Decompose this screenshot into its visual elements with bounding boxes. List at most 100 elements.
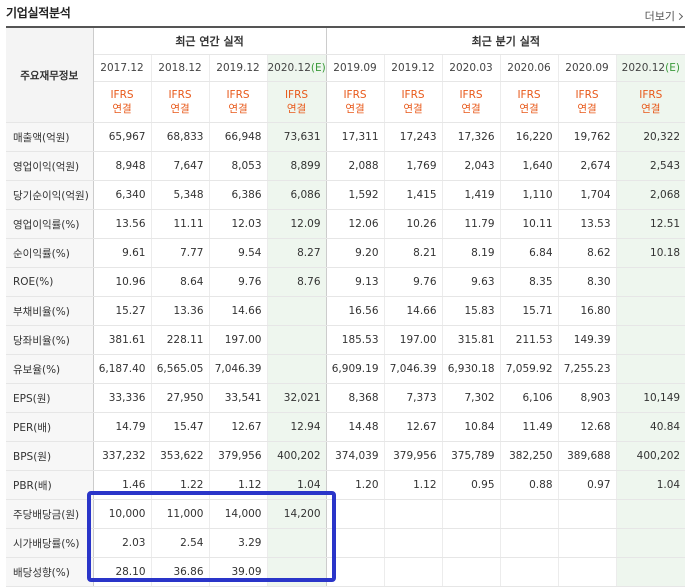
value-cell <box>442 528 501 558</box>
period-header: 2020.12(E) <box>267 54 327 82</box>
row-label: 배당성향(%) <box>6 557 94 587</box>
value-cell: 14.66 <box>209 296 268 326</box>
value-cell: 12.67 <box>384 412 443 442</box>
value-cell: 375,789 <box>442 441 501 471</box>
chevron-right-icon <box>675 12 684 21</box>
accounting-type: IFRS 연결 <box>151 81 210 123</box>
value-cell: 6,386 <box>209 180 268 210</box>
value-cell: 379,956 <box>209 441 268 471</box>
value-cell: 8.76 <box>267 267 327 297</box>
period-header: 2017.12 <box>93 54 152 82</box>
accounting-type-top: IFRS <box>459 89 483 101</box>
value-cell: 6.84 <box>500 238 559 268</box>
value-cell: 381.61 <box>93 325 152 355</box>
group-annual-header: 최근 연간 실적 <box>93 26 327 55</box>
row-label: PER(배) <box>6 412 94 442</box>
value-cell: 382,250 <box>500 441 559 471</box>
value-cell: 12.94 <box>267 412 327 442</box>
value-cell <box>267 296 327 326</box>
group-quarter-header: 최근 분기 실적 <box>326 26 686 55</box>
value-cell: 13.53 <box>558 209 617 239</box>
accounting-type: IFRS 연결 <box>558 81 617 123</box>
value-cell: 19,762 <box>558 122 617 152</box>
value-cell: 9.63 <box>442 267 501 297</box>
row-label: 부채비율(%) <box>6 296 94 326</box>
value-cell: 73,631 <box>267 122 327 152</box>
value-cell: 12.67 <box>209 412 268 442</box>
row-label: 영업이익(억원) <box>6 151 94 181</box>
accounting-type: IFRS 연결 <box>616 81 686 123</box>
table-row: PER(배) 14.79 15.47 12.67 12.94 14.48 12.67 10.8… <box>6 412 686 442</box>
period-header: 2020.09 <box>558 54 617 82</box>
table-row: 매출액(억원) 65,967 68,833 66,948 73,631 17,311 17,… <box>6 122 686 152</box>
more-link[interactable]: 더보기 <box>645 8 684 24</box>
value-cell: 1,640 <box>500 151 559 181</box>
value-cell: 337,232 <box>93 441 152 471</box>
period-label: 2018.12 <box>158 62 202 74</box>
value-cell: 10.11 <box>500 209 559 239</box>
value-cell: 12.03 <box>209 209 268 239</box>
value-cell <box>267 528 327 558</box>
accounting-type-bottom: 연결 <box>112 103 132 115</box>
value-cell: 7,302 <box>442 383 501 413</box>
value-cell: 8,368 <box>326 383 385 413</box>
accounting-type-top: IFRS <box>517 89 541 101</box>
value-cell <box>442 557 501 587</box>
value-cell <box>267 354 327 384</box>
accounting-type-top: IFRS <box>168 89 192 101</box>
period-label: 2020.03 <box>449 62 493 74</box>
accounting-type: IFRS 연결 <box>442 81 501 123</box>
value-cell: 14.79 <box>93 412 152 442</box>
value-cell <box>384 557 443 587</box>
value-cell: 10.26 <box>384 209 443 239</box>
accounting-type-top: IFRS <box>401 89 425 101</box>
table-row: ROE(%) 10.96 8.64 9.76 8.76 9.13 9.76 9.63 8.35 8… <box>6 267 686 297</box>
value-cell: 9.54 <box>209 238 268 268</box>
value-cell: 315.81 <box>442 325 501 355</box>
period-header: 2019.12 <box>384 54 443 82</box>
row-label: PBR(배) <box>6 470 94 500</box>
value-cell: 197.00 <box>384 325 443 355</box>
value-cell: 8,903 <box>558 383 617 413</box>
table-row: BPS(원) 337,232 353,622 379,956 400,202 374,03… <box>6 441 686 471</box>
value-cell: 8.19 <box>442 238 501 268</box>
period-label: 2019.09 <box>333 62 377 74</box>
value-cell: 10.96 <box>93 267 152 297</box>
value-cell: 8,053 <box>209 151 268 181</box>
value-cell <box>616 325 686 355</box>
value-cell: 14,000 <box>209 499 268 529</box>
value-cell: 10.84 <box>442 412 501 442</box>
value-cell <box>500 557 559 587</box>
accounting-type-top: IFRS <box>639 89 663 101</box>
value-cell: 185.53 <box>326 325 385 355</box>
row-label: BPS(원) <box>6 441 94 471</box>
value-cell <box>500 528 559 558</box>
period-label: 2020.09 <box>565 62 609 74</box>
table-row: EPS(원) 33,336 27,950 33,541 32,021 8,368 7,373… <box>6 383 686 413</box>
value-cell: 400,202 <box>267 441 327 471</box>
section-header: 기업실적분석 더보기 <box>0 0 686 26</box>
value-cell: 6,909.19 <box>326 354 385 384</box>
table-row: 유보율(%) 6,187.40 6,565.05 7,046.39 6,909.19 7,… <box>6 354 686 384</box>
value-cell: 374,039 <box>326 441 385 471</box>
row-label: 영업이익률(%) <box>6 209 94 239</box>
value-cell: 8.62 <box>558 238 617 268</box>
period-label: 2019.12 <box>216 62 260 74</box>
value-cell <box>558 499 617 529</box>
row-label: 유보율(%) <box>6 354 94 384</box>
value-cell: 27,950 <box>151 383 210 413</box>
accounting-type-bottom: 연결 <box>461 103 481 115</box>
value-cell <box>558 557 617 587</box>
row-label: 시가배당률(%) <box>6 528 94 558</box>
value-cell: 400,202 <box>616 441 686 471</box>
value-cell: 6,106 <box>500 383 559 413</box>
value-cell: 17,326 <box>442 122 501 152</box>
period-header: 2020.12(E) <box>616 54 686 82</box>
value-cell: 2,543 <box>616 151 686 181</box>
period-header: 2020.03 <box>442 54 501 82</box>
value-cell: 7,373 <box>384 383 443 413</box>
value-cell: 15.27 <box>93 296 152 326</box>
value-cell: 6,187.40 <box>93 354 152 384</box>
value-cell <box>384 499 443 529</box>
value-cell: 1.22 <box>151 470 210 500</box>
